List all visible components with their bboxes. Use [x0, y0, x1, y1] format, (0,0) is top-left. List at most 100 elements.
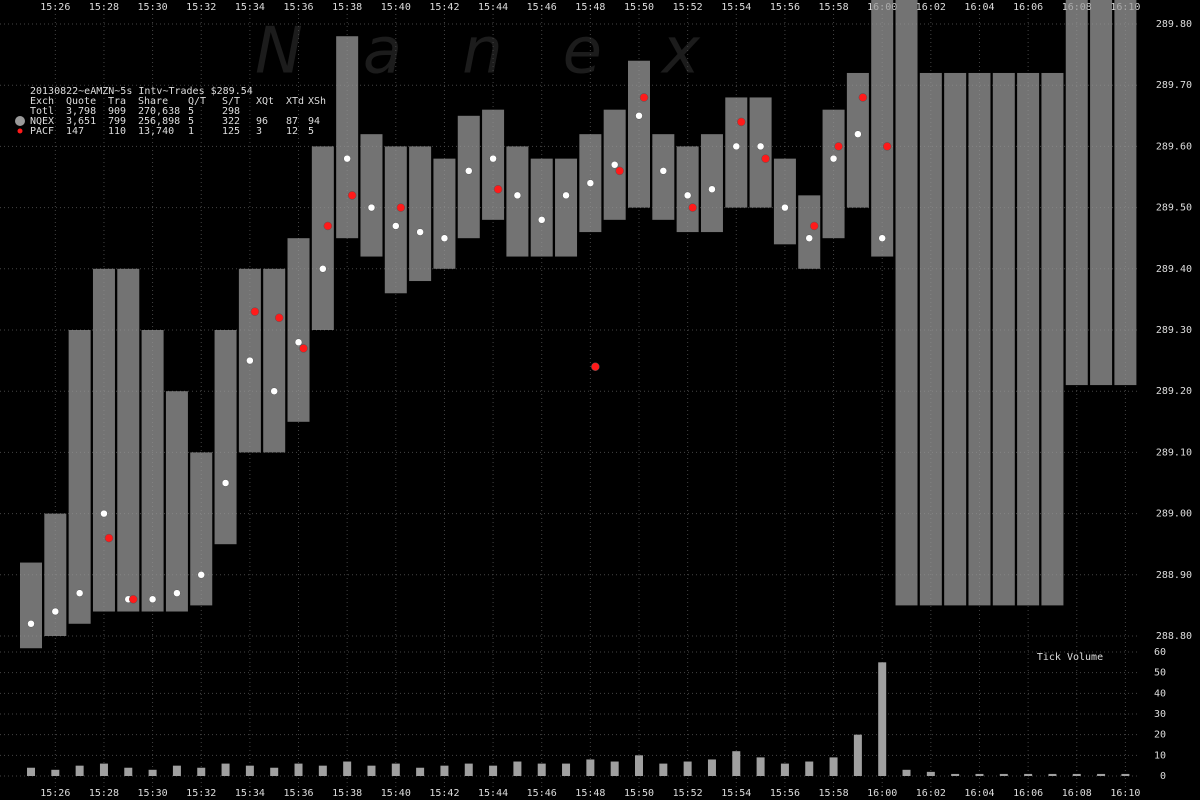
x-tick-label: 15:28	[89, 2, 119, 13]
trade-dot	[513, 191, 522, 200]
x-tick-label: 16:06	[1013, 788, 1043, 799]
trade-dot	[299, 344, 308, 353]
volume-bar	[391, 763, 400, 776]
legend-swatch	[17, 128, 23, 134]
volume-bar	[416, 767, 425, 776]
volume-bar	[829, 757, 838, 776]
volume-bar	[1072, 773, 1081, 776]
trade-dot	[440, 234, 449, 242]
y-tick-label: 289.60	[1156, 141, 1192, 152]
quote-range	[1114, 0, 1137, 386]
volume-bar	[975, 773, 984, 776]
trade-dot	[708, 185, 716, 193]
trade-dot	[75, 589, 84, 597]
x-tick-label: 15:48	[575, 2, 605, 13]
table-header: Share	[138, 96, 168, 107]
y-tick-label: 10	[1154, 750, 1166, 761]
x-tick-label: 15:56	[770, 2, 800, 13]
trade-dot	[274, 313, 284, 323]
x-tick-label: 15:26	[40, 788, 70, 799]
quote-range	[336, 36, 359, 239]
x-tick-label: 15:30	[138, 788, 168, 799]
trade-dot	[392, 222, 400, 230]
x-tick-label: 15:38	[332, 788, 362, 799]
x-tick-label: 15:38	[332, 2, 362, 13]
quote-range	[628, 60, 650, 208]
trade-dot	[416, 228, 424, 236]
trade-dot	[270, 387, 278, 395]
volume-bar	[343, 761, 352, 776]
x-tick-label: 15:48	[575, 788, 605, 799]
volume-bar	[951, 773, 960, 776]
volume-bar	[513, 761, 522, 776]
watermark: Nanex	[255, 15, 760, 89]
trade-dot	[319, 265, 327, 273]
table-cell: 125	[222, 126, 240, 137]
trade-dot	[591, 362, 600, 371]
quote-range	[1017, 72, 1040, 606]
quote-range	[1090, 0, 1113, 386]
quote-range	[311, 146, 334, 330]
trade-dot	[347, 191, 357, 200]
volume-bar	[853, 734, 862, 776]
y-tick-label: 20	[1154, 730, 1166, 741]
x-tick-label: 16:10	[1110, 788, 1140, 799]
y-tick-label: 289.40	[1156, 264, 1192, 275]
volume-bar	[537, 763, 546, 776]
volume-bar	[197, 767, 206, 776]
y-tick-label: 289.30	[1156, 325, 1192, 336]
x-tick-label: 15:44	[478, 788, 508, 799]
x-tick-label: 15:56	[770, 788, 800, 799]
table-cell: 13,740	[138, 126, 174, 137]
trade-dot	[878, 234, 886, 242]
quote-range	[287, 238, 310, 422]
x-tick-label: 15:42	[429, 2, 459, 13]
trade-dot	[343, 154, 351, 163]
table-cell: 322	[222, 116, 240, 127]
table-cell: 5	[188, 116, 194, 127]
trade-dot	[367, 203, 376, 212]
quote-range	[409, 146, 432, 282]
trade-dot	[610, 161, 619, 169]
volume-bar	[707, 759, 716, 776]
table-cell: 110	[108, 126, 126, 137]
volume-bar	[1097, 773, 1106, 776]
volume-bar	[221, 763, 230, 776]
x-tick-label: 16:00	[867, 788, 897, 799]
trade-dot	[781, 203, 789, 212]
volume-bar	[756, 757, 765, 776]
volume-bar	[51, 769, 60, 776]
x-tick-label: 16:02	[916, 788, 946, 799]
volume-bar	[1048, 773, 1057, 776]
x-tick-label: 15:42	[429, 788, 459, 799]
table-cell: 87	[286, 116, 298, 127]
volume-bar	[999, 773, 1008, 776]
x-tick-label: 15:46	[527, 788, 557, 799]
quote-range	[895, 0, 918, 606]
y-tick-label: 0	[1160, 771, 1166, 782]
quote-range	[506, 146, 529, 257]
table-cell: 96	[256, 116, 268, 127]
y-tick-label: 40	[1154, 688, 1166, 699]
x-tick-label: 15:28	[89, 788, 119, 799]
table-cell: 3,798	[66, 106, 96, 117]
x-tick-label: 16:02	[916, 2, 946, 13]
trade-dot	[737, 117, 746, 127]
legend-label: NQEX	[30, 116, 54, 127]
trade-dot	[104, 533, 114, 543]
trade-dot	[858, 93, 868, 102]
quote-range	[822, 109, 845, 239]
y-tick-label: 50	[1154, 668, 1166, 679]
volume-bar	[732, 751, 741, 776]
quote-range	[117, 268, 140, 612]
x-tick-label: 15:52	[673, 788, 703, 799]
volume-title: Tick Volume	[1037, 652, 1103, 663]
table-cell: 3,651	[66, 116, 96, 127]
volume-bar	[1024, 773, 1033, 776]
trade-dot	[27, 620, 35, 628]
quote-range	[700, 134, 723, 233]
y-tick-label: 289.70	[1156, 80, 1192, 91]
trade-dot	[197, 571, 205, 579]
x-tick-label: 16:04	[964, 2, 994, 13]
table-cell: 298	[222, 106, 240, 117]
